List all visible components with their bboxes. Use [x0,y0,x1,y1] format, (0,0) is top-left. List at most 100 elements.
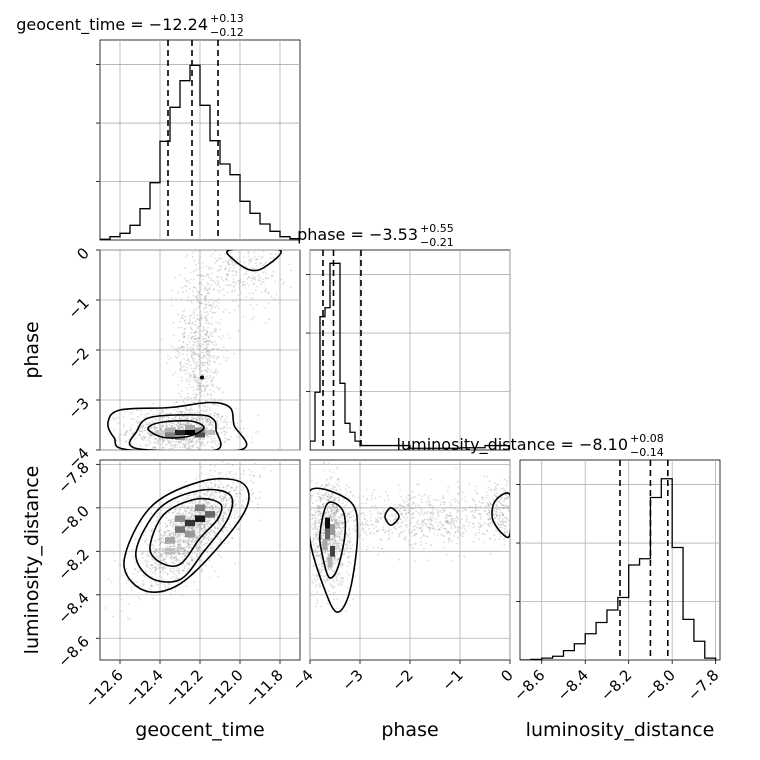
scatter-point [272,257,275,260]
scatter-point [195,268,198,271]
scatter-point [176,540,179,543]
scatter-point [313,533,316,535]
scatter-point [201,379,203,382]
scatter-point [333,498,335,501]
scatter-point [209,369,212,371]
scatter-point [201,373,204,376]
scatter-point [185,585,187,587]
scatter-point [196,536,198,539]
scatter-point [198,267,201,269]
scatter-point [210,382,213,384]
scatter-point [439,503,442,506]
scatter-point [213,328,216,331]
scatter-point [338,485,340,487]
scatter-point [336,573,338,575]
scatter-point [127,579,129,582]
scatter-point [218,413,221,416]
scatter-point [140,426,143,429]
scatter-point [412,512,415,515]
scatter-point [235,492,237,495]
scatter-point [201,419,204,421]
scatter-point [421,520,424,522]
scatter-point [327,510,330,513]
scatter-point [202,241,204,243]
scatter-point [366,498,368,501]
scatter-point [354,518,357,521]
scatter-point [319,518,322,521]
scatter-point [318,513,320,516]
scatter-point [206,542,208,544]
scatter-point [319,500,322,503]
scatter-point [188,383,191,386]
scatter-point [176,445,179,448]
scatter-point [320,497,322,500]
scatter-point [177,422,180,425]
scatter-point [165,556,168,559]
scatter-point [158,548,161,551]
scatter-point [155,457,157,459]
scatter-point [127,602,130,605]
scatter-point [260,262,262,265]
scatter-point [363,514,366,517]
scatter-point [221,349,224,352]
scatter-point [193,517,196,519]
scatter-point [405,526,408,529]
scatter-point [265,277,268,280]
scatter-point [204,348,207,351]
scatter-point [207,377,210,380]
scatter-point [186,380,189,383]
scatter-point [322,506,325,509]
scatter-point [447,530,450,533]
scatter-point [504,531,507,534]
scatter-point [321,494,324,496]
scatter-point [252,316,255,319]
scatter-point [208,517,211,520]
scatter-point [210,529,213,532]
scatter-point [215,328,217,331]
scatter-point [193,497,195,499]
scatter-point [187,527,189,530]
scatter-point [197,521,200,524]
scatter-point [210,394,213,397]
scatter-point [175,569,178,572]
scatter-point [195,440,198,443]
scatter-point [383,499,386,502]
panel-title-geocent_time: geocent_time = −12.24 +0.13−0.12 [16,12,244,39]
scatter-point [381,548,383,550]
scatter-point [165,424,168,427]
scatter-point [334,547,337,550]
scatter-point [159,543,161,546]
scatter-point [159,589,162,592]
scatter-point [224,253,227,256]
scatter-point [184,539,187,542]
scatter-point [334,535,337,538]
scatter-point [331,544,334,547]
scatter-point [336,478,339,481]
scatter-point [180,523,183,526]
scatter-point [194,359,197,361]
scatter-point [142,534,145,537]
scatter-point [187,528,190,531]
scatter-point [319,505,321,508]
scatter-point [338,478,340,481]
scatter-point [159,553,162,555]
scatter-point [172,321,175,324]
density-cell [155,430,165,435]
scatter-point [196,297,199,300]
scatter-point [188,546,190,549]
scatter-point [399,518,402,521]
scatter-point [324,492,327,495]
scatter-point [407,511,409,514]
scatter-point [312,565,315,568]
scatter-point [137,422,139,425]
scatter-point [177,546,180,548]
panel-title-phase: phase = −3.53 +0.55−0.21 [297,222,454,249]
scatter-point [338,499,340,501]
scatter-point [228,311,231,314]
scatter-point [223,513,226,515]
scatter-point [334,522,337,525]
scatter-point [212,302,215,305]
density-cell [195,515,205,522]
scatter-point [194,379,196,382]
scatter-point [211,497,214,499]
